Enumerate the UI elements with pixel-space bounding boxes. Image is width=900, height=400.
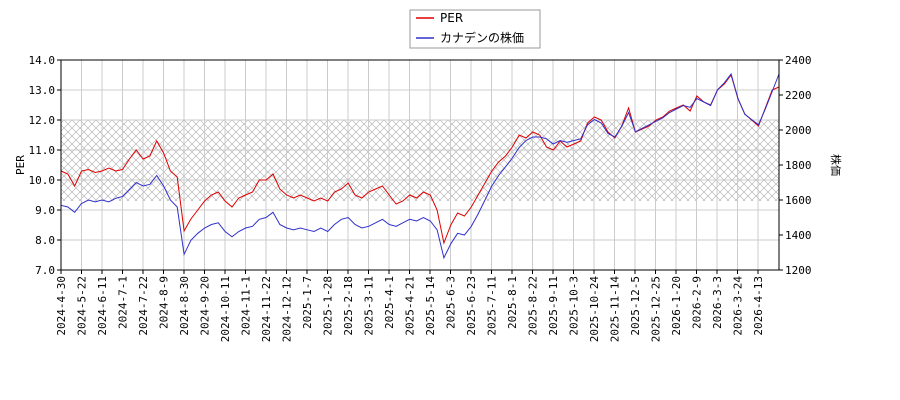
x-tick-label: 2025-1-28: [322, 276, 335, 336]
x-tick-label: 2024-5-22: [76, 276, 89, 336]
series-line-per: [60, 73, 780, 245]
x-tick-label: 2024-9-20: [199, 276, 212, 336]
x-tick-label: 2024-12-12: [281, 276, 294, 342]
y-axis-label: PER: [14, 155, 27, 175]
y2-tick-label: 1200: [785, 264, 812, 277]
y-axis-right: 1200 1400 1600 1800 2000 2200 2400: [779, 54, 812, 277]
y2-tick-label: 1400: [785, 229, 812, 242]
x-tick-label: 2025-8-22: [527, 276, 540, 336]
x-tick-label: 2024-10-11: [219, 276, 232, 342]
x-tick-label: 2025-6-3: [445, 276, 458, 329]
x-tick-label: 2026-2-9: [691, 276, 704, 329]
x-tick-label: 2024-8-30: [178, 276, 191, 336]
y-tick-label: 12.0: [29, 114, 56, 127]
x-tick-label: 2024-11-1: [240, 276, 253, 336]
x-tick-label: 2024-7-1: [117, 276, 130, 329]
legend-price-label: カナデンの株価: [440, 30, 524, 45]
shaded-band: [61, 120, 779, 201]
x-tick-label: 2025-7-11: [486, 276, 499, 336]
x-tick-label: 2025-11-14: [609, 276, 622, 343]
y-axis-left: 7.0 8.0 9.0 10.0 11.0 12.0 13.0 14.0: [29, 54, 61, 277]
y-tick-label: 7.0: [35, 264, 55, 277]
x-tick-label: 2025-9-11: [547, 276, 560, 336]
y2-tick-label: 1800: [785, 159, 812, 172]
x-tick-label: 2025-12-25: [650, 276, 663, 342]
x-tick-label: 2025-4-1: [383, 276, 396, 329]
legend: PER カナデンの株価: [409, 9, 541, 49]
series-group: [60, 72, 780, 260]
y-tick-label: 9.0: [35, 204, 55, 217]
x-tick-label: 2026-3-3: [711, 276, 724, 329]
x-tick-label: 2025-10-24: [588, 276, 601, 343]
y-tick-label: 10.0: [29, 174, 56, 187]
legend-per-label: PER: [440, 11, 463, 25]
y-tick-label: 8.0: [35, 234, 55, 247]
y2-tick-label: 1600: [785, 194, 812, 207]
x-tick-label: 2024-7-22: [137, 276, 150, 336]
x-tick-label: 2025-1-7: [301, 276, 314, 329]
y2-tick-label: 2200: [785, 89, 812, 102]
x-tick-label: 2026-1-20: [670, 276, 683, 336]
series-line-price: [60, 72, 780, 260]
y2-tick-label: 2000: [785, 124, 812, 137]
x-tick-label: 2025-10-3: [568, 276, 581, 336]
x-tick-label: 2025-2-18: [342, 276, 355, 336]
y-tick-label: 13.0: [29, 84, 56, 97]
x-tick-label: 2024-8-9: [158, 276, 171, 329]
x-tick-label: 2026-4-13: [752, 276, 765, 336]
x-tick-label: 2025-8-1: [506, 276, 519, 329]
x-tick-label: 2025-4-21: [404, 276, 417, 336]
y2-axis-label: 株価: [829, 154, 843, 176]
x-tick-label: 2024-4-30: [55, 276, 68, 336]
x-tick-label: 2025-3-11: [363, 276, 376, 336]
x-tick-label: 2025-6-23: [465, 276, 478, 336]
y-tick-label: 14.0: [29, 54, 56, 67]
x-tick-label: 2024-11-22: [260, 276, 273, 342]
x-axis: 2024-4-30 2024-5-22 2024-6-11 2024-7-1 2024-…: [55, 270, 765, 342]
x-tick-label: 2025-12-5: [629, 276, 642, 336]
y2-tick-label: 2400: [785, 54, 812, 67]
x-tick-label: 2024-6-11: [96, 276, 109, 336]
y-tick-label: 11.0: [29, 144, 56, 157]
x-tick-label: 2026-3-24: [732, 276, 745, 336]
x-tick-label: 2025-5-14: [424, 276, 437, 336]
